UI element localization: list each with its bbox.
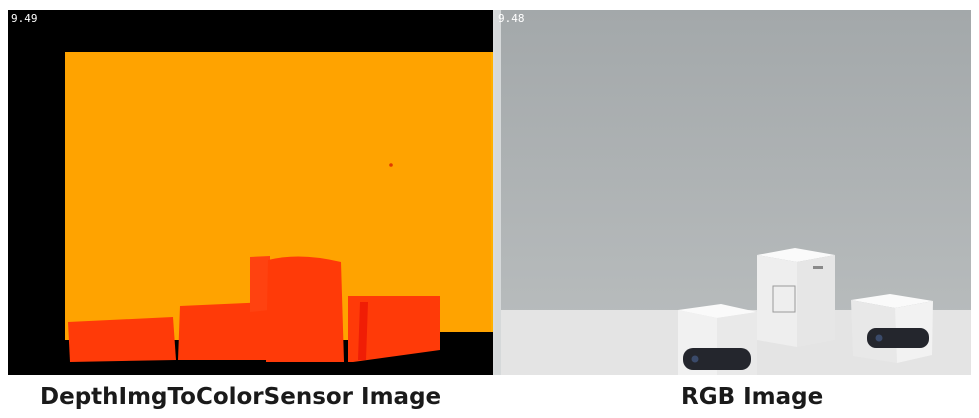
rgb-box-right xyxy=(851,294,933,363)
depth-left-object xyxy=(68,317,176,362)
depth-image-panel: 9.49 xyxy=(8,10,493,375)
depth-fps-readout: 9.49 xyxy=(11,12,38,25)
rgb-box-front xyxy=(678,304,757,375)
depth-image xyxy=(8,10,493,375)
depth-box-right xyxy=(348,296,440,362)
rgb-box-center xyxy=(757,248,835,347)
depth-noise-dot xyxy=(389,163,393,167)
rgb-wall xyxy=(495,10,971,315)
rgb-fps-readout: 9.48 xyxy=(498,12,525,25)
panel-divider xyxy=(493,10,495,375)
depth-box-center xyxy=(266,256,344,362)
rgb-image-panel: 9.48 xyxy=(495,10,971,375)
depth-image-caption: DepthImgToColorSensor Image xyxy=(40,384,442,410)
depth-box-left xyxy=(178,302,271,360)
rgb-image xyxy=(495,10,971,375)
rgb-image-caption: RGB Image xyxy=(681,384,824,410)
